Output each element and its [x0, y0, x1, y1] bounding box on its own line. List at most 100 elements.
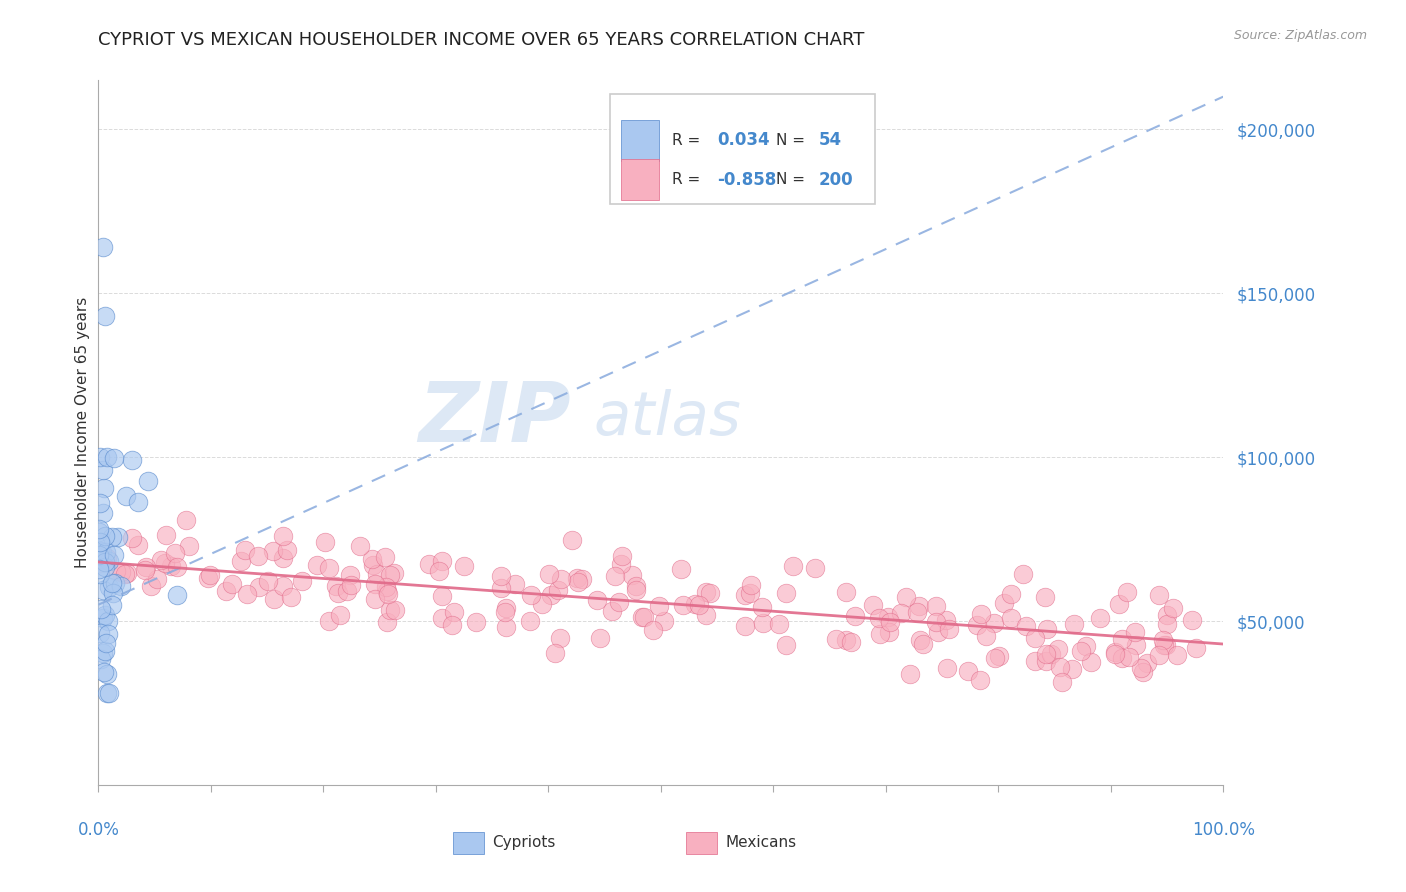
- FancyBboxPatch shape: [621, 159, 658, 200]
- Point: [127, 538, 149, 552]
- Point: [571, 572, 593, 586]
- Point: [97, 553, 120, 567]
- Point: [550, 573, 572, 587]
- Text: 200: 200: [818, 170, 853, 188]
- Text: -0.858: -0.858: [717, 170, 776, 188]
- Point: [495, 601, 517, 615]
- Point: [271, 551, 294, 566]
- Point: [495, 620, 517, 634]
- Point: [93, 583, 115, 598]
- Point: [318, 614, 340, 628]
- Point: [970, 607, 993, 621]
- Point: [280, 591, 302, 605]
- Point: [603, 568, 626, 582]
- Point: [89, 450, 111, 465]
- Point: [1062, 662, 1084, 676]
- Point: [89, 548, 111, 562]
- Point: [103, 585, 125, 599]
- Point: [1152, 632, 1174, 647]
- Point: [869, 627, 891, 641]
- Point: [898, 666, 921, 681]
- Point: [600, 604, 623, 618]
- Point: [366, 566, 388, 581]
- Point: [443, 605, 465, 619]
- Point: [427, 564, 450, 578]
- Point: [1039, 647, 1062, 661]
- Point: [974, 629, 997, 643]
- Point: [782, 559, 804, 574]
- Point: [683, 597, 706, 611]
- Point: [179, 539, 201, 553]
- Point: [166, 588, 188, 602]
- Point: [90, 545, 112, 559]
- Point: [114, 566, 136, 581]
- Point: [101, 530, 124, 544]
- Point: [775, 638, 797, 652]
- Point: [96, 450, 118, 465]
- Point: [325, 579, 347, 593]
- Text: 100.0%: 100.0%: [1192, 821, 1254, 838]
- Text: 0.034: 0.034: [717, 131, 769, 149]
- Point: [586, 593, 609, 607]
- Point: [908, 599, 931, 614]
- Point: [91, 240, 114, 254]
- Point: [103, 548, 125, 562]
- Point: [752, 615, 775, 630]
- Point: [360, 552, 382, 566]
- Point: [1181, 613, 1204, 627]
- Point: [87, 524, 110, 539]
- Point: [233, 543, 256, 558]
- Point: [197, 571, 219, 585]
- Point: [938, 622, 960, 636]
- Point: [1153, 638, 1175, 652]
- Point: [465, 615, 488, 629]
- Point: [200, 567, 222, 582]
- Point: [91, 507, 114, 521]
- Point: [110, 566, 132, 580]
- Point: [626, 579, 648, 593]
- Point: [1118, 649, 1140, 664]
- Point: [441, 618, 464, 632]
- Point: [489, 581, 512, 595]
- Point: [134, 564, 156, 578]
- Point: [1154, 638, 1177, 652]
- Point: [1070, 644, 1092, 658]
- Point: [273, 579, 295, 593]
- Point: [1024, 631, 1046, 645]
- Point: [307, 558, 329, 572]
- Text: ZIP: ZIP: [418, 378, 571, 459]
- Point: [935, 613, 957, 627]
- Point: [925, 615, 948, 630]
- Point: [1156, 616, 1178, 631]
- Point: [94, 529, 117, 543]
- Point: [93, 608, 115, 623]
- Point: [94, 310, 117, 324]
- Point: [1135, 656, 1157, 670]
- Text: Source: ZipAtlas.com: Source: ZipAtlas.com: [1233, 29, 1367, 42]
- Point: [174, 513, 197, 527]
- Point: [988, 649, 1011, 664]
- Point: [114, 489, 136, 503]
- Text: atlas: atlas: [593, 389, 741, 448]
- Point: [1015, 619, 1038, 633]
- Point: [1132, 665, 1154, 679]
- Point: [382, 566, 405, 580]
- Point: [652, 614, 675, 628]
- Point: [155, 527, 177, 541]
- Point: [361, 558, 384, 572]
- FancyBboxPatch shape: [621, 120, 658, 161]
- Point: [97, 580, 120, 594]
- Point: [751, 599, 773, 614]
- Point: [1033, 590, 1056, 604]
- Point: [734, 588, 756, 602]
- Point: [543, 647, 565, 661]
- Point: [91, 646, 114, 660]
- Point: [862, 598, 884, 612]
- Point: [246, 549, 269, 563]
- Text: R =: R =: [672, 133, 706, 148]
- Point: [91, 463, 114, 477]
- Point: [121, 531, 143, 545]
- Point: [96, 667, 118, 681]
- Point: [1047, 641, 1070, 656]
- Point: [97, 686, 120, 700]
